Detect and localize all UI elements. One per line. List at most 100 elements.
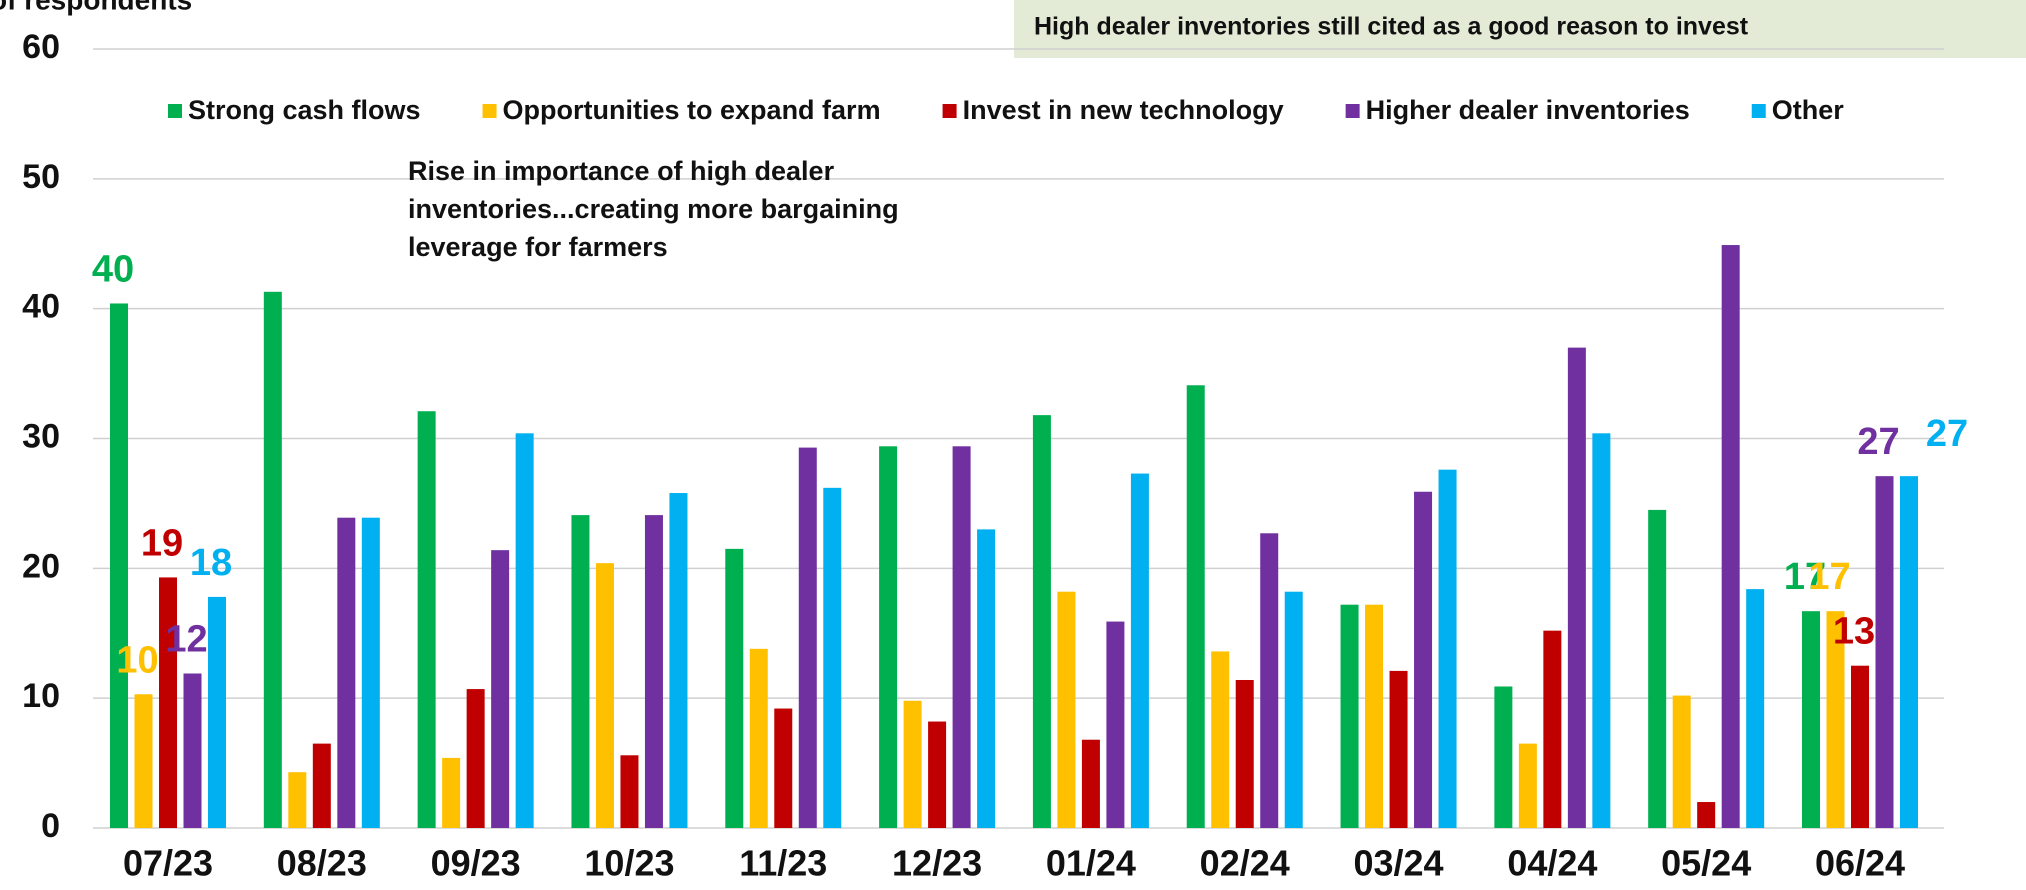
data-label: 10 bbox=[116, 639, 158, 681]
bar bbox=[1592, 433, 1611, 828]
bar bbox=[1032, 415, 1051, 828]
bar bbox=[134, 694, 153, 828]
bar bbox=[312, 743, 331, 828]
annotation: Rise in importance of high dealer bbox=[408, 156, 835, 186]
bar bbox=[1260, 533, 1279, 828]
bar bbox=[669, 493, 688, 828]
bar bbox=[977, 529, 996, 828]
x-tick-label: 10/23 bbox=[584, 843, 674, 884]
bar bbox=[1697, 802, 1716, 828]
x-tick-label: 05/24 bbox=[1661, 843, 1751, 884]
bar bbox=[159, 577, 177, 828]
bar bbox=[1186, 385, 1205, 828]
bar bbox=[1543, 630, 1562, 828]
y-tick-label: 50 bbox=[22, 158, 60, 196]
bar bbox=[515, 433, 534, 828]
annotation: leverage for farmers bbox=[408, 232, 668, 262]
x-tick-label: 04/24 bbox=[1507, 843, 1597, 884]
x-tick-label: 03/24 bbox=[1353, 843, 1443, 884]
bar bbox=[1826, 611, 1845, 828]
data-label: 18 bbox=[190, 542, 232, 584]
legend-label: Higher dealer inventories bbox=[1366, 95, 1690, 125]
data-label: 19 bbox=[141, 522, 183, 564]
bar bbox=[491, 550, 510, 828]
bar bbox=[1567, 347, 1586, 828]
bar bbox=[952, 446, 971, 828]
x-tick-label: 07/23 bbox=[123, 843, 213, 884]
bar bbox=[1802, 611, 1820, 828]
bar bbox=[879, 446, 898, 828]
banner-text: High dealer inventories still cited as a… bbox=[1034, 13, 1749, 41]
x-tick-label: 06/24 bbox=[1815, 843, 1905, 884]
x-tick-label: 08/23 bbox=[277, 843, 367, 884]
y-tick-label: 30 bbox=[22, 417, 60, 455]
bar bbox=[208, 596, 226, 828]
legend-label: Other bbox=[1772, 95, 1845, 125]
y-tick-label: 40 bbox=[22, 288, 60, 326]
x-tick-label: 11/23 bbox=[739, 843, 827, 884]
bar bbox=[466, 689, 485, 828]
bar bbox=[1746, 589, 1765, 828]
legend-swatch bbox=[168, 104, 182, 118]
legend-label: Opportunities to expand farm bbox=[503, 95, 881, 125]
bar bbox=[1365, 604, 1384, 828]
bar bbox=[263, 291, 282, 828]
y-tick-label: 20 bbox=[22, 547, 60, 585]
legend-swatch bbox=[1751, 104, 1766, 118]
bar bbox=[1389, 670, 1408, 828]
bar bbox=[1211, 651, 1230, 828]
data-label: 27 bbox=[1857, 421, 1899, 463]
data-label: 17 bbox=[1784, 556, 1826, 598]
y-tick-label: 10 bbox=[22, 677, 60, 715]
bar bbox=[725, 548, 744, 828]
y-tick-label: 0 bbox=[41, 807, 60, 845]
x-tick-label: 09/23 bbox=[431, 843, 521, 884]
bar bbox=[620, 755, 639, 828]
bar bbox=[1900, 476, 1918, 828]
bar bbox=[1081, 739, 1100, 828]
bar bbox=[1721, 245, 1740, 828]
x-tick-label: 02/24 bbox=[1200, 843, 1290, 884]
legend-swatch bbox=[1345, 104, 1360, 118]
bar bbox=[1875, 476, 1894, 828]
bar bbox=[1414, 491, 1433, 828]
bar bbox=[1648, 509, 1667, 828]
bar bbox=[1235, 679, 1254, 828]
bar bbox=[1851, 665, 1869, 828]
bar bbox=[1057, 591, 1076, 828]
bar bbox=[1284, 591, 1303, 828]
data-label: 17 bbox=[1808, 556, 1850, 598]
bar bbox=[1130, 473, 1149, 828]
bar bbox=[903, 700, 922, 828]
legend-label: Invest in new technology bbox=[963, 95, 1284, 125]
bar bbox=[417, 411, 436, 828]
bar bbox=[774, 708, 793, 828]
x-tick-label: 01/24 bbox=[1046, 843, 1136, 884]
bar bbox=[110, 303, 128, 828]
y-axis-label: of respondents bbox=[0, 0, 192, 15]
legend-swatch bbox=[482, 104, 497, 118]
bar bbox=[749, 648, 768, 828]
data-label: 13 bbox=[1833, 611, 1875, 653]
bar bbox=[1494, 686, 1513, 828]
bar bbox=[1340, 604, 1359, 828]
bar bbox=[337, 517, 356, 828]
x-tick-label: 12/23 bbox=[892, 843, 982, 884]
data-label: 27 bbox=[1926, 413, 1968, 455]
legend-swatch bbox=[942, 104, 957, 118]
bar bbox=[183, 673, 202, 828]
bar bbox=[595, 563, 614, 828]
legend-label: Strong cash flows bbox=[188, 95, 421, 125]
annotation: inventories...creating more bargaining bbox=[408, 194, 899, 224]
bar bbox=[1438, 469, 1457, 828]
bar bbox=[1518, 743, 1537, 828]
bar bbox=[1106, 621, 1125, 828]
bar bbox=[798, 447, 817, 828]
bar bbox=[928, 721, 947, 828]
data-label: 12 bbox=[165, 619, 207, 661]
bar bbox=[644, 515, 663, 828]
bar bbox=[1672, 695, 1691, 828]
bar bbox=[442, 757, 461, 828]
bar bbox=[361, 517, 380, 828]
